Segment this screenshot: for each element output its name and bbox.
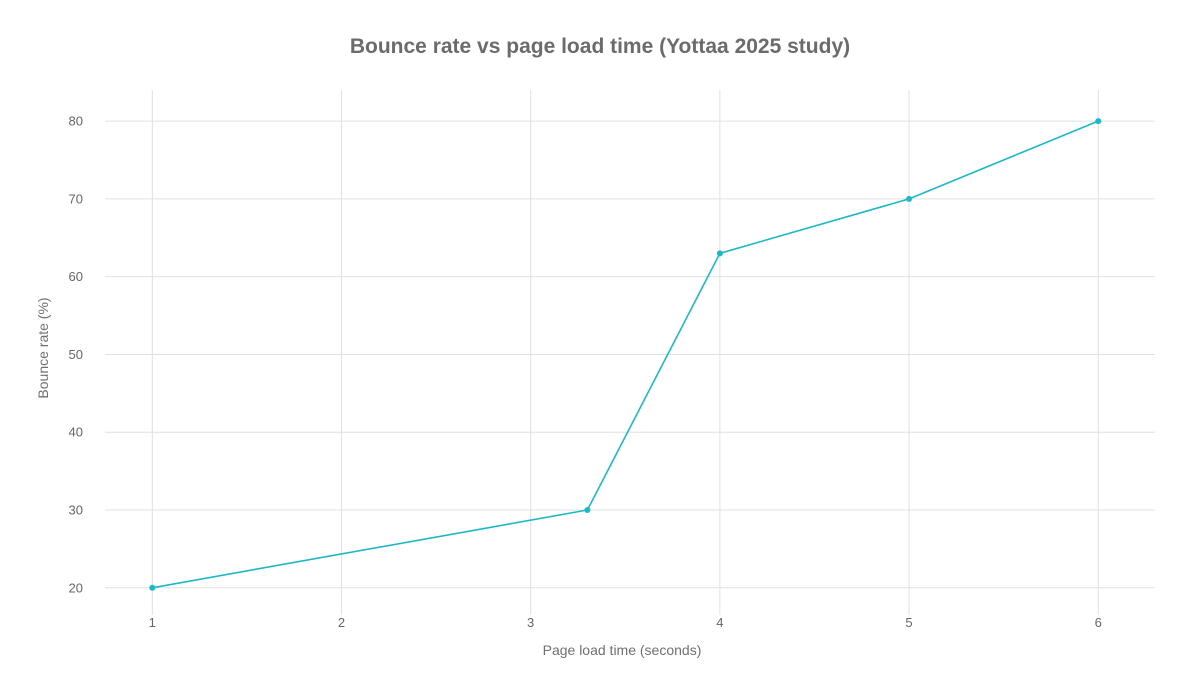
x-tick-label-2: 2 [338,615,345,630]
x-tick-label-1: 1 [149,615,156,630]
data-point-3[interactable] [906,195,913,202]
y-axis-ticks: 20 30 40 50 60 70 80 [69,114,83,596]
y-tick-label-50: 50 [69,347,83,362]
y-axis-label: Bounce rate (%) [35,297,51,398]
y-tick-label-20: 20 [69,580,83,595]
data-point-4[interactable] [1095,118,1102,125]
data-point-1[interactable] [584,507,591,513]
x-tick-label-4: 4 [716,615,723,630]
x-tick-label-5: 5 [905,615,912,630]
horizontal-gridlines [105,120,1155,589]
data-point-2[interactable] [716,250,723,257]
y-tick-label-40: 40 [69,425,83,440]
x-axis-label: Page load time (seconds) [543,642,702,658]
chart-title: Bounce rate vs page load time (Yottaa 20… [350,35,850,58]
series-layer [149,118,1102,591]
vertical-gridlines [151,90,1099,615]
x-axis-ticks: 1 2 3 4 5 6 [149,615,1102,630]
x-tick-label-3: 3 [527,615,534,630]
x-tick-label-6: 6 [1095,615,1102,630]
y-tick-label-80: 80 [69,114,83,129]
data-point-0[interactable] [149,584,156,591]
y-tick-label-60: 60 [69,269,83,284]
y-tick-label-70: 70 [69,191,83,206]
y-tick-label-30: 30 [69,503,83,518]
